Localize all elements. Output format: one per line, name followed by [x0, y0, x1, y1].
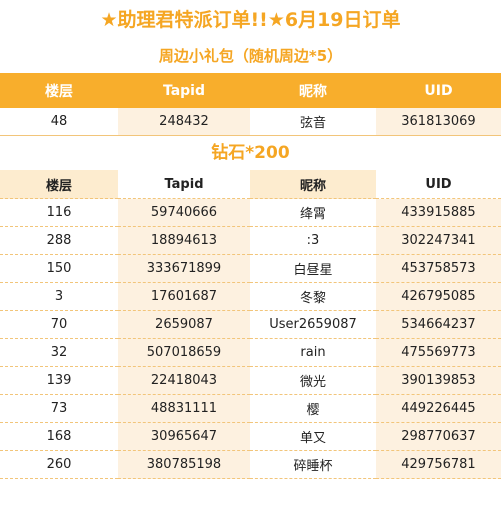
cell-nickname: 弦音: [250, 108, 376, 136]
table-row: 32 507018659 rain 475569773: [0, 338, 501, 367]
cell-nickname: :3: [250, 226, 376, 255]
section1-table: 楼层 Tapid 昵称 UID 48 248432 弦音 361813069: [0, 73, 501, 136]
cell-tapid: 30965647: [118, 422, 250, 451]
table-row: 116 59740666 绛霄 433915885: [0, 198, 501, 227]
cell-nickname: 白昼星: [250, 254, 376, 283]
cell-nickname: 碎睡杯: [250, 450, 376, 479]
cell-nickname: 绛霄: [250, 198, 376, 227]
cell-tapid: 22418043: [118, 366, 250, 395]
cell-tapid: 333671899: [118, 254, 250, 283]
cell-tapid: 507018659: [118, 338, 250, 367]
column-header-floor: 楼层: [0, 170, 118, 199]
cell-floor: 288: [0, 226, 118, 255]
cell-nickname: rain: [250, 338, 376, 367]
cell-floor: 32: [0, 338, 118, 367]
cell-floor: 139: [0, 366, 118, 395]
cell-uid: 429756781: [376, 450, 501, 479]
cell-uid: 433915885: [376, 198, 501, 227]
section2-header-row: 楼层 Tapid 昵称 UID: [0, 170, 501, 199]
cell-nickname: 单又: [250, 422, 376, 451]
cell-tapid: 59740666: [118, 198, 250, 227]
cell-uid: 534664237: [376, 310, 501, 339]
cell-tapid: 248432: [118, 108, 250, 136]
cell-tapid: 18894613: [118, 226, 250, 255]
table-row: 150 333671899 白昼星 453758573: [0, 254, 501, 283]
cell-floor: 70: [0, 310, 118, 339]
table-row: 288 18894613 :3 302247341: [0, 226, 501, 255]
table-row: 3 17601687 冬黎 426795085: [0, 282, 501, 311]
cell-floor: 260: [0, 450, 118, 479]
column-header-tapid: Tapid: [118, 73, 250, 108]
cell-uid: 361813069: [376, 108, 501, 136]
cell-uid: 390139853: [376, 366, 501, 395]
column-header-nickname: 昵称: [250, 73, 376, 108]
section1-heading: 周边小礼包（随机周边*5）: [158, 47, 343, 65]
cell-uid: 302247341: [376, 226, 501, 255]
cell-floor: 73: [0, 394, 118, 423]
table-row: 70 2659087 User2659087 534664237: [0, 310, 501, 339]
column-header-uid: UID: [376, 73, 501, 108]
column-header-floor: 楼层: [0, 73, 118, 108]
section2-table: 楼层 Tapid 昵称 UID 116 59740666 绛霄 43391588…: [0, 170, 501, 479]
table-row: 139 22418043 微光 390139853: [0, 366, 501, 395]
cell-nickname: 樱: [250, 394, 376, 423]
cell-uid: 453758573: [376, 254, 501, 283]
table-row: 260 380785198 碎睡杯 429756781: [0, 450, 501, 479]
cell-floor: 3: [0, 282, 118, 311]
cell-tapid: 17601687: [118, 282, 250, 311]
column-header-uid: UID: [376, 170, 501, 199]
cell-uid: 475569773: [376, 338, 501, 367]
page-title: ★助理君特派订单!!★6月19日订单: [100, 9, 401, 31]
cell-nickname: User2659087: [250, 310, 376, 339]
cell-uid: 298770637: [376, 422, 501, 451]
cell-tapid: 380785198: [118, 450, 250, 479]
table-row: 48 248432 弦音 361813069: [0, 108, 501, 136]
section2-heading: 钻石*200: [211, 143, 290, 163]
table-row: 168 30965647 单又 298770637: [0, 422, 501, 451]
table-row: 73 48831111 樱 449226445: [0, 394, 501, 423]
cell-floor: 168: [0, 422, 118, 451]
cell-uid: 426795085: [376, 282, 501, 311]
column-header-tapid: Tapid: [118, 170, 250, 199]
column-header-nickname: 昵称: [250, 170, 376, 199]
cell-tapid: 2659087: [118, 310, 250, 339]
cell-floor: 116: [0, 198, 118, 227]
cell-nickname: 微光: [250, 366, 376, 395]
cell-floor: 48: [0, 108, 118, 136]
cell-floor: 150: [0, 254, 118, 283]
cell-nickname: 冬黎: [250, 282, 376, 311]
cell-tapid: 48831111: [118, 394, 250, 423]
section1-header-row: 楼层 Tapid 昵称 UID: [0, 73, 501, 108]
cell-uid: 449226445: [376, 394, 501, 423]
